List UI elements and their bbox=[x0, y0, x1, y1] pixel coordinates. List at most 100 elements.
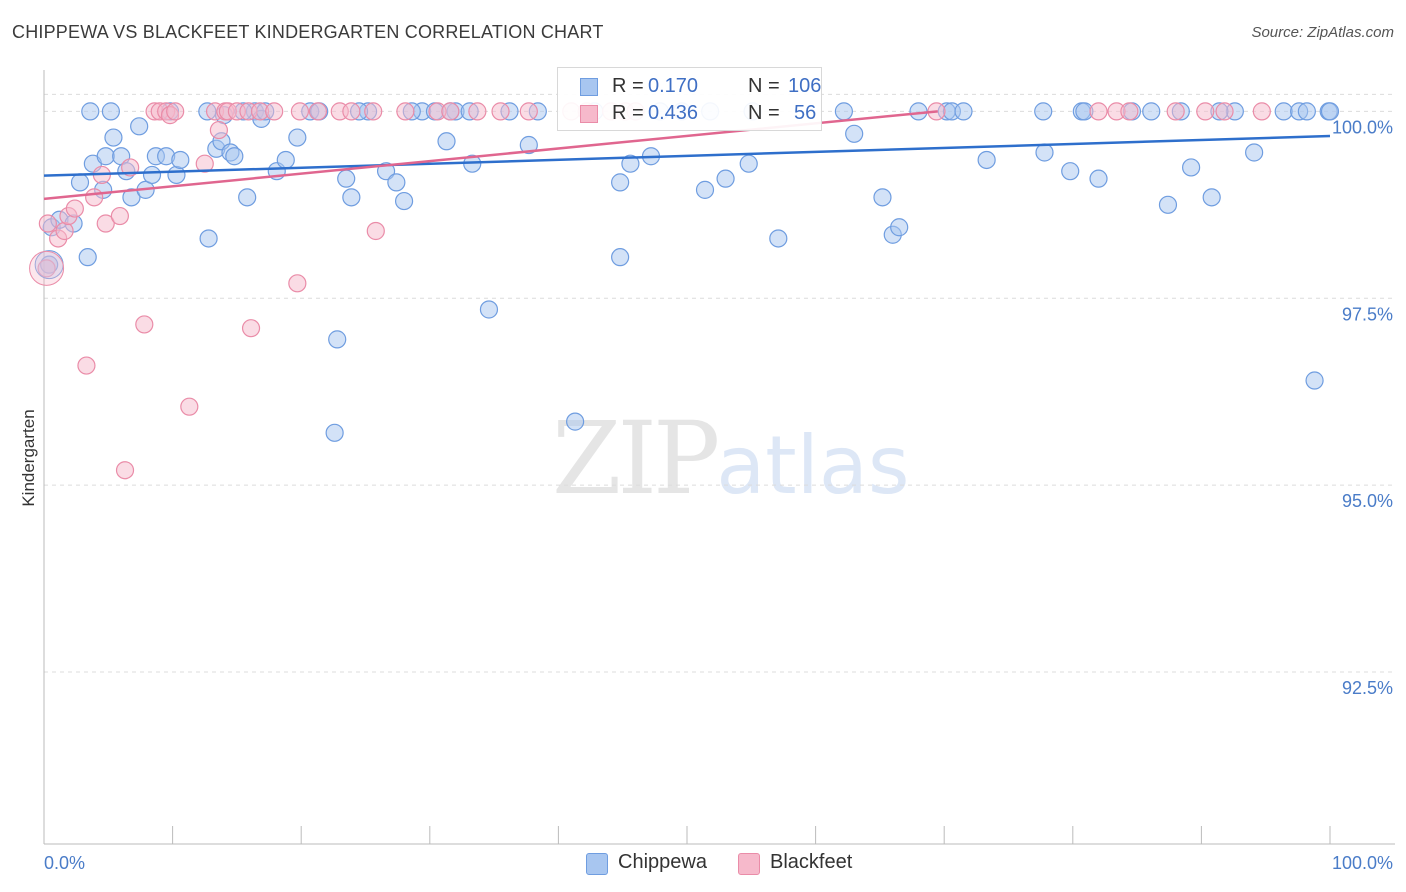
axis-layer bbox=[43, 70, 1395, 845]
chippewa-point bbox=[122, 188, 141, 207]
blackfeet-point bbox=[209, 120, 228, 140]
chippewa-point bbox=[834, 102, 853, 121]
chippewa-point bbox=[890, 218, 909, 237]
chippewa-r-value: 0.170 bbox=[648, 75, 699, 97]
chippewa-point bbox=[845, 124, 864, 143]
blackfeet-point bbox=[115, 461, 135, 480]
blackfeet-n-value: 56 bbox=[794, 102, 817, 124]
blackfeet-point bbox=[1252, 102, 1271, 121]
chippewa-legend-label: Chippewa bbox=[618, 851, 707, 873]
chippewa-point bbox=[1320, 102, 1340, 121]
chippewa-n-value: 106 bbox=[788, 75, 822, 97]
chippewa-point bbox=[909, 102, 928, 121]
blackfeet-point bbox=[38, 214, 57, 233]
chippewa-point bbox=[337, 169, 356, 188]
blackfeet-point bbox=[85, 188, 104, 207]
chippewa-point bbox=[342, 188, 361, 207]
blackfeet-point bbox=[265, 102, 284, 121]
chippewa-point bbox=[716, 169, 735, 188]
point-layer bbox=[29, 102, 1340, 480]
chippewa-n-label: N = bbox=[748, 75, 780, 97]
label-layer: 100.0% 97.5% 95.0% 92.5% 0.0% 100.0% Kindergar… bbox=[19, 117, 1393, 873]
chippewa-point bbox=[81, 102, 100, 121]
chippewa-point bbox=[519, 135, 538, 155]
blackfeet-point bbox=[519, 102, 538, 121]
chippewa-point bbox=[276, 150, 295, 170]
chippewa-point bbox=[1202, 188, 1221, 207]
blackfeet-point bbox=[55, 221, 74, 241]
blackfeet-point bbox=[1120, 102, 1139, 121]
blackfeet-point bbox=[491, 102, 510, 121]
chippewa-point bbox=[1035, 143, 1054, 162]
chippewa-point bbox=[142, 165, 162, 185]
chippewa-point bbox=[96, 147, 115, 166]
chippewa-point bbox=[611, 173, 630, 192]
blackfeet-swatch bbox=[580, 105, 598, 123]
chippewa-legend-swatch bbox=[586, 853, 608, 875]
chippewa-point bbox=[328, 330, 347, 349]
blackfeet-point bbox=[1215, 102, 1234, 121]
blackfeet-point-large bbox=[29, 250, 65, 286]
blackfeet-point bbox=[308, 102, 328, 121]
watermark-atlas: atlas bbox=[716, 419, 910, 512]
chippewa-point bbox=[288, 128, 307, 147]
chippewa-point bbox=[1158, 195, 1178, 214]
chippewa-point bbox=[325, 423, 344, 442]
blackfeet-point bbox=[166, 102, 185, 121]
y-tick-label-1: 97.5% bbox=[1342, 304, 1393, 324]
chippewa-point bbox=[1305, 371, 1324, 390]
chippewa-point bbox=[566, 412, 585, 431]
blackfeet-point bbox=[1166, 102, 1185, 121]
chippewa-point bbox=[1034, 102, 1053, 121]
chippewa-point bbox=[621, 154, 640, 173]
chippewa-point bbox=[78, 248, 97, 267]
chippewa-trend-line bbox=[43, 134, 1331, 177]
blackfeet-point bbox=[77, 356, 96, 375]
blackfeet-point bbox=[290, 102, 310, 121]
blackfeet-point bbox=[135, 315, 154, 334]
blackfeet-legend-swatch bbox=[738, 853, 760, 875]
blackfeet-point bbox=[37, 259, 56, 278]
chippewa-point bbox=[387, 173, 406, 192]
chippewa-point bbox=[394, 191, 414, 211]
chippewa-point bbox=[171, 150, 190, 170]
blackfeet-point bbox=[288, 274, 307, 293]
chippewa-point bbox=[769, 229, 788, 248]
chippewa-point bbox=[1274, 102, 1293, 121]
blackfeet-point bbox=[1089, 102, 1108, 121]
chippewa-point bbox=[479, 300, 499, 319]
blackfeet-point bbox=[364, 102, 383, 121]
chippewa-point bbox=[695, 180, 715, 199]
watermark: ZIPatlas bbox=[552, 400, 910, 517]
blackfeet-point bbox=[1196, 102, 1215, 121]
chart-title: CHIPPEWA VS BLACKFEET KINDERGARTEN CORRE… bbox=[12, 22, 604, 42]
source-label: Source: ZipAtlas.com bbox=[1251, 24, 1394, 41]
blackfeet-r-value: 0.436 bbox=[648, 102, 699, 124]
chippewa-point bbox=[873, 188, 892, 207]
x-tick-label-left: 0.0% bbox=[44, 853, 85, 873]
blackfeet-point bbox=[110, 206, 129, 226]
blackfeet-point bbox=[396, 102, 415, 121]
chippewa-point bbox=[1142, 102, 1161, 121]
stats-legend: R = 0.170 N = 106 R = 0.436 N = 56 bbox=[557, 67, 822, 131]
chippewa-point bbox=[70, 173, 90, 192]
blackfeet-point bbox=[195, 154, 214, 173]
blackfeet-legend-label: Blackfeet bbox=[770, 851, 853, 873]
chippewa-swatch bbox=[580, 78, 598, 96]
blackfeet-point bbox=[366, 221, 385, 241]
chippewa-point bbox=[1089, 169, 1108, 188]
blackfeet-r-label: R = bbox=[612, 102, 644, 124]
blackfeet-n-label: N = bbox=[748, 102, 780, 124]
blackfeet-point bbox=[65, 199, 84, 218]
blackfeet-point bbox=[342, 102, 361, 121]
chippewa-point bbox=[104, 128, 123, 147]
chippewa-point bbox=[954, 102, 973, 121]
chippewa-point bbox=[225, 147, 244, 166]
chippewa-point bbox=[1245, 143, 1264, 162]
blackfeet-point bbox=[241, 319, 261, 338]
chippewa-point bbox=[437, 132, 456, 151]
chippewa-point bbox=[199, 229, 218, 248]
chippewa-point bbox=[1182, 158, 1201, 177]
chippewa-point bbox=[739, 154, 758, 173]
